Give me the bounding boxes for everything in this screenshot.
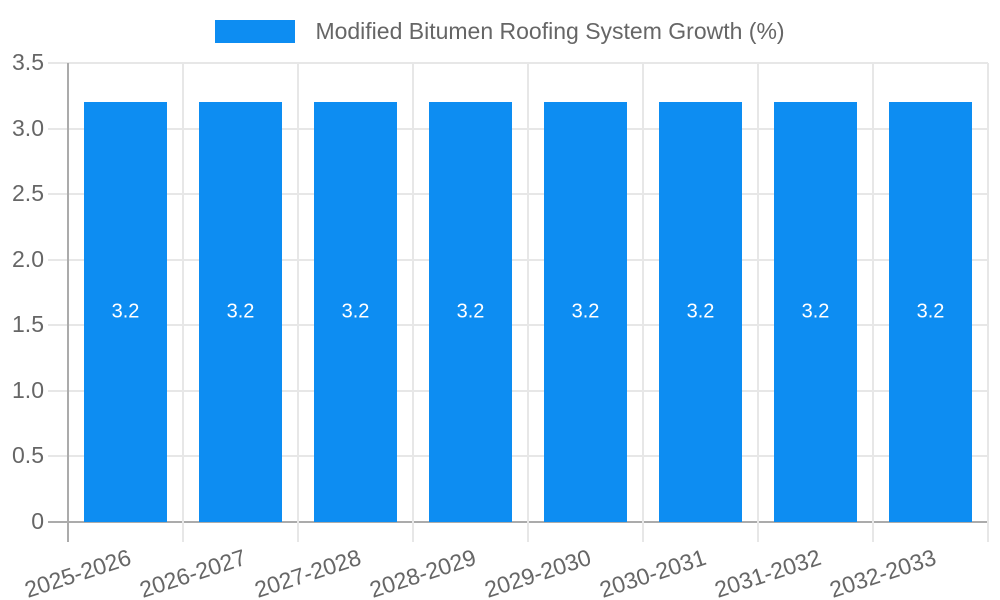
y-tick-label: 1.0 (12, 376, 44, 403)
v-gridline (872, 63, 874, 542)
y-tick-label: 3.5 (12, 48, 44, 75)
legend: Modified Bitumen Roofing System Growth (… (0, 17, 1000, 45)
v-gridline (527, 63, 529, 542)
y-tick-label: 1.5 (12, 311, 44, 338)
bar-value-label: 3.2 (341, 300, 370, 323)
h-gridline (48, 455, 988, 458)
bar (199, 102, 282, 522)
bar (84, 102, 167, 522)
y-tick-label: 2.0 (12, 245, 44, 272)
legend-item[interactable]: Modified Bitumen Roofing System Growth (… (215, 17, 785, 45)
bar (774, 102, 857, 522)
v-gridline (987, 63, 989, 542)
legend-color-swatch (215, 19, 296, 43)
bar-value-label: 3.2 (571, 300, 600, 323)
h-gridline (48, 324, 988, 327)
bar-value-label: 3.2 (916, 300, 945, 323)
bar (659, 102, 742, 522)
legend-label: Modified Bitumen Roofing System Growth (… (315, 18, 785, 44)
h-gridline (48, 62, 988, 64)
y-tick-label: 3.0 (12, 114, 44, 141)
h-gridline (48, 258, 988, 261)
bar-value-label: 3.2 (456, 300, 485, 323)
y-tick-label: 0.5 (12, 442, 44, 469)
bar-value-label: 3.2 (686, 300, 715, 323)
x-axis-baseline (48, 521, 988, 523)
bar-value-label: 3.2 (801, 300, 830, 323)
h-gridline (48, 127, 988, 130)
v-gridline (412, 63, 414, 542)
y-axis-line (67, 63, 69, 542)
y-tick-label: 0 (31, 507, 44, 534)
v-gridline (182, 63, 184, 542)
y-tick-label: 2.5 (12, 180, 44, 207)
h-gridline (48, 389, 988, 392)
bar (314, 102, 397, 522)
v-gridline (297, 63, 299, 542)
h-gridline (48, 193, 988, 196)
bar-value-label: 3.2 (226, 300, 255, 323)
v-gridline (757, 63, 759, 542)
bar-value-label: 3.2 (111, 300, 140, 323)
bar (889, 102, 972, 522)
bar (429, 102, 512, 522)
bar (544, 102, 627, 522)
v-gridline (642, 63, 644, 542)
